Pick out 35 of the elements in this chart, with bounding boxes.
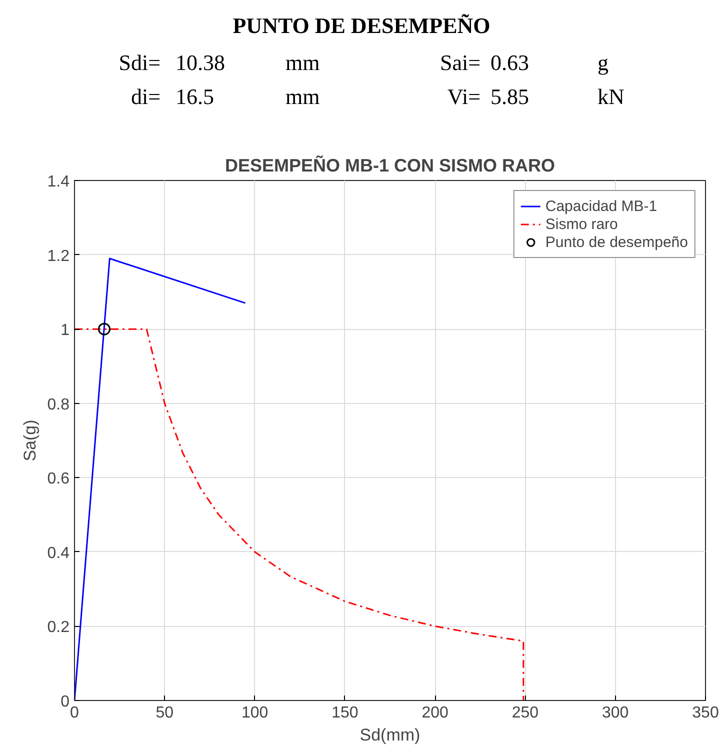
legend-label: Capacidad MB-1	[545, 197, 658, 215]
text: mm	[286, 50, 320, 75]
legend-label: Sismo raro	[545, 215, 618, 233]
x-tick-label: 250	[512, 704, 539, 722]
text: PUNTO DE DESEMPEÑO	[232, 13, 490, 38]
text: kN	[598, 84, 624, 109]
y-tick-label: 0	[60, 694, 70, 710]
y-axis-title: Sa(g)	[20, 420, 40, 462]
y-tick-label: 1.4	[47, 174, 70, 190]
line-series	[74, 328, 524, 700]
text: Sdi=	[118, 50, 161, 75]
y-tick-label: 0.4	[47, 544, 70, 562]
x-tick-label: 150	[332, 704, 358, 722]
y-tick-label: 1.2	[47, 248, 70, 265]
text: g	[598, 50, 608, 75]
text: 16.5	[176, 84, 214, 109]
y-tick-label: 0.6	[47, 470, 70, 488]
legend-label: Punto de desempeño	[545, 233, 688, 251]
x-tick-label: 50	[156, 704, 174, 722]
text: Sai=	[440, 50, 481, 75]
text: 10.38	[176, 50, 225, 75]
text: mm	[286, 84, 320, 109]
y-tick-label: 0.2	[47, 619, 70, 636]
x-axis-title: Sd(mm)	[360, 726, 420, 744]
y-tick-label: 1	[60, 322, 70, 340]
text: 5.85	[490, 84, 529, 109]
x-tick-label: 300	[602, 704, 629, 722]
text: di=	[130, 84, 161, 109]
text: 0.63	[490, 50, 529, 75]
chart-title: DESEMPEÑO MB-1 CON SISMO RARO	[224, 154, 556, 176]
x-tick-label: 200	[422, 704, 449, 722]
y-tick-label: 0.8	[47, 396, 70, 414]
x-tick-label: 350	[692, 704, 719, 722]
text: Vi=	[447, 84, 481, 109]
x-tick-label: 100	[241, 704, 268, 722]
